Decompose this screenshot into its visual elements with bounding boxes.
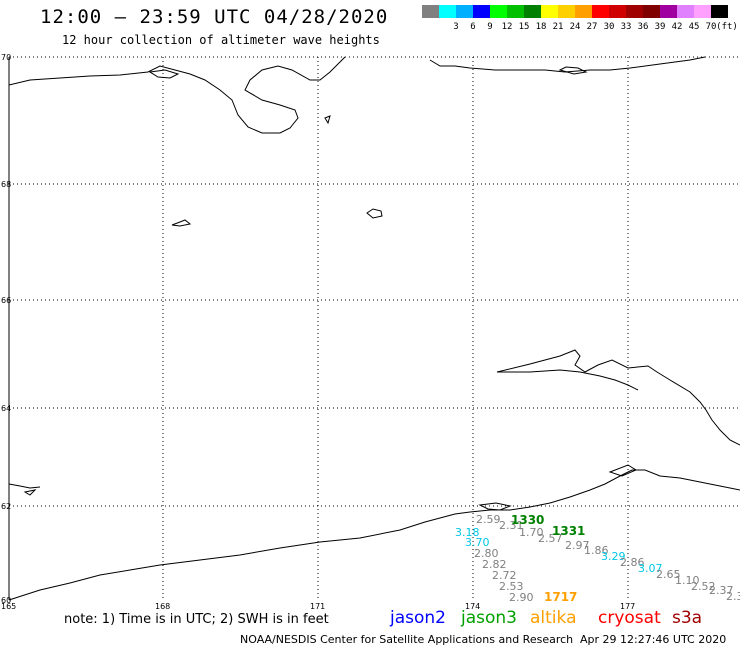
scale-tick-label: 18 — [535, 22, 547, 32]
observation-time-label: 1330 — [511, 513, 544, 527]
scale-swatch — [643, 5, 660, 18]
latitude-label: 66 — [1, 296, 11, 305]
longitude-label: 168 — [155, 602, 170, 611]
wave-height-value: 2.57 — [538, 532, 563, 545]
satellite-legend-s3a: s3a — [672, 608, 703, 628]
wave-height-value: 2.59 — [476, 513, 501, 526]
wave-height-value: 2.82 — [482, 558, 507, 571]
wave-height-value: 3.29 — [601, 550, 626, 563]
wave-height-value: 2.37 — [709, 584, 734, 597]
latitude-label: 62 — [1, 502, 11, 511]
wave-height-value: 1.70 — [519, 526, 544, 539]
scale-tick-label: 39 — [654, 22, 666, 32]
scale-swatch — [456, 5, 473, 18]
scale-swatch — [558, 5, 575, 18]
map-note: note: 1) Time is in UTC; 2) SWH is in fe… — [64, 612, 329, 627]
observation-time-label: 1331 — [552, 524, 585, 538]
coastline — [8, 56, 740, 601]
scale-swatch — [626, 5, 643, 18]
wave-height-value: 1.86 — [584, 544, 609, 557]
latitude-label: 68 — [1, 180, 11, 189]
scale-swatch — [541, 5, 558, 18]
wave-height-value: 2.97 — [565, 539, 590, 552]
scale-swatch — [507, 5, 524, 18]
latitude-labels: 70 68 66 64 62 60 — [1, 53, 11, 605]
satellite-legend-cryosat: cryosat — [598, 608, 661, 628]
scale-swatch — [422, 5, 439, 18]
scale-tick-label: 12 — [501, 22, 513, 32]
wave-height-value: 2.80 — [474, 547, 499, 560]
map-subtitle: 12 hour collection of altimeter wave hei… — [62, 33, 380, 47]
scale-unit: (ft) — [716, 22, 738, 32]
scale-tick-label: 15 — [518, 22, 530, 32]
credit-line: NOAA/NESDIS Center for Satellite Applica… — [240, 633, 574, 646]
scale-tick-label: 3 — [453, 22, 459, 32]
scale-tick-label: 33 — [620, 22, 632, 32]
generation-timestamp: Apr 29 12:27:46 UTC 2020 — [580, 633, 727, 646]
satellite-legend-jason2: jason2 — [390, 608, 446, 628]
scale-swatch — [490, 5, 507, 18]
scale-tick-label: 24 — [569, 22, 581, 32]
longitude-label: 177 — [620, 602, 635, 611]
scale-swatch — [524, 5, 541, 18]
wave-height-value: 3.70 — [465, 536, 490, 549]
scale-swatch — [473, 5, 490, 18]
scale-tick-label: 30 — [603, 22, 615, 32]
longitude-label: 171 — [310, 602, 325, 611]
wave-height-value: 2.53 — [499, 580, 524, 593]
wave-height-value: 2.52 — [691, 580, 716, 593]
observation-time-label: 1717 — [544, 590, 577, 604]
graticule — [9, 56, 740, 600]
wave-height-value: 2.65 — [656, 568, 681, 581]
wave-height-value: 2.31 — [499, 519, 524, 532]
satellite-legend-altika: altika — [530, 608, 577, 628]
wave-height-value: 2.90 — [509, 591, 534, 604]
longitude-label: 174 — [465, 602, 480, 611]
scale-swatch — [711, 5, 728, 18]
wave-height-value: 2.86 — [620, 556, 645, 569]
longitude-label: 165 — [1, 602, 16, 611]
satellite-legend-jason3: jason3 — [461, 608, 517, 628]
latitude-label: 70 — [1, 53, 11, 62]
scale-tick-label: 36 — [637, 22, 649, 32]
wave-height-value: 2.72 — [492, 569, 517, 582]
scale-swatch — [694, 5, 711, 18]
scale-tick-label: 21 — [552, 22, 564, 32]
wave-height-value: 2.3 — [726, 590, 740, 603]
map-title: 12:00 – 23:59 UTC 04/28/2020 — [40, 6, 389, 28]
scale-swatch — [660, 5, 677, 18]
wave-height-value: 1.10 — [675, 574, 700, 587]
scale-swatch — [677, 5, 694, 18]
scale-swatch — [439, 5, 456, 18]
scale-tick-label: 45 — [688, 22, 700, 32]
latitude-label: 60 — [1, 596, 11, 605]
scale-swatch — [575, 5, 592, 18]
longitude-labels: 165 168 171 174 177 — [1, 602, 635, 611]
latitude-label: 64 — [1, 404, 11, 413]
scale-swatch — [609, 5, 626, 18]
scale-tick-label: 6 — [470, 22, 476, 32]
scale-tick-label: 42 — [671, 22, 683, 32]
scale-tick-label: 70 — [705, 22, 717, 32]
scale-tick-label: 27 — [586, 22, 598, 32]
scale-swatch — [592, 5, 609, 18]
wave-height-value: 3.07 — [638, 562, 663, 575]
wave-height-value: 3.18 — [455, 526, 480, 539]
scale-tick-label: 9 — [487, 22, 493, 32]
